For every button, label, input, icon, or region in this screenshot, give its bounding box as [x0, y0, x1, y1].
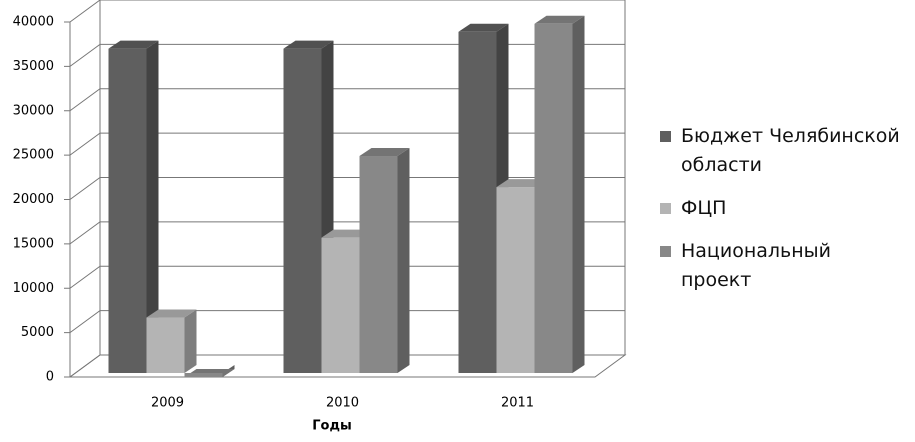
legend-label: Национальный проект — [681, 240, 832, 291]
bar-top — [359, 148, 410, 157]
legend-swatch — [660, 246, 671, 257]
bar — [108, 48, 147, 373]
y-tick-label: 40000 — [13, 15, 54, 30]
bar-top — [321, 229, 372, 238]
bar-top — [283, 40, 334, 49]
y-tick-label: 5000 — [21, 325, 54, 340]
bar — [283, 48, 322, 373]
x-tick-label: 2009 — [151, 396, 184, 411]
bar-side — [146, 40, 159, 373]
grid-line — [69, 310, 625, 334]
bar-top — [458, 23, 509, 32]
bar — [184, 373, 223, 377]
bar-top — [146, 309, 197, 318]
bar-top — [108, 40, 159, 49]
grid-line — [69, 265, 625, 289]
legend-item: Национальный проект — [660, 237, 905, 295]
legend-item: ФЦП — [660, 194, 905, 223]
y-tick-label: 35000 — [13, 59, 54, 74]
y-tick-label: 15000 — [13, 236, 54, 251]
x-tick-label: 2011 — [501, 396, 534, 411]
bar — [458, 31, 497, 373]
bar — [146, 317, 185, 373]
y-tick-label: 25000 — [13, 148, 54, 163]
bar-side — [397, 148, 410, 373]
grid-line — [69, 0, 625, 23]
x-axis-title: Годы — [312, 419, 351, 434]
bar-top — [496, 179, 547, 188]
grid-line — [69, 354, 625, 378]
grid-line — [69, 43, 625, 67]
bar — [321, 237, 360, 373]
y-tick-label: 0 — [46, 370, 54, 385]
legend-label: ФЦП — [681, 197, 727, 219]
bar — [496, 187, 535, 373]
grid-line — [69, 88, 625, 112]
y-tick-label: 30000 — [13, 103, 54, 118]
legend-swatch — [660, 131, 671, 142]
grid-line — [69, 221, 625, 245]
y-tick-label: 10000 — [13, 281, 54, 296]
bar-top — [534, 15, 585, 24]
grid-line — [69, 177, 625, 200]
legend-swatch — [660, 203, 671, 214]
bar-side — [184, 309, 197, 373]
legend-label: Бюджет Челябинской области — [681, 125, 900, 176]
bar — [534, 23, 573, 374]
bar — [359, 156, 398, 373]
legend: Бюджет Челябинской области ФЦП Национальны… — [660, 122, 905, 309]
y-tick-label: 20000 — [13, 192, 54, 207]
x-tick-label: 2010 — [326, 396, 359, 411]
bar-side — [572, 15, 585, 374]
legend-item: Бюджет Челябинской области — [660, 122, 905, 180]
grid-line — [69, 132, 625, 156]
